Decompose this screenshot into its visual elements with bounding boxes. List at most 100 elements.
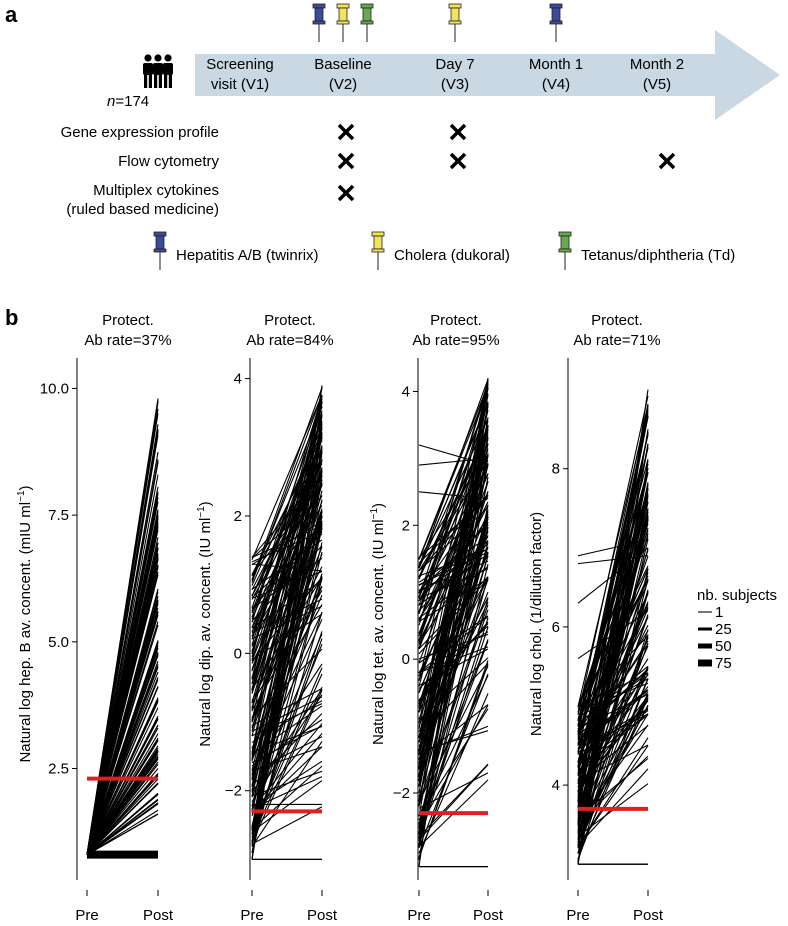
subject-line [418,551,489,707]
subject-line [251,475,323,672]
subject-line [418,551,489,586]
y-tick-label: 4 [402,383,410,400]
subject-line [251,631,323,836]
subject-line [418,553,489,709]
subject-line [86,596,159,855]
subject-line [251,387,323,580]
vaccine-legend-label: Tetanus/diphtheria (Td) [581,247,735,264]
subject-line [251,746,323,815]
subject-line [418,450,489,560]
cohort-n-prefix: n [107,93,115,110]
subjects-legend-label: 1 [715,604,723,621]
subject-line [418,473,489,650]
subject-line [251,780,323,833]
subject-line [418,457,489,466]
subject-line [577,616,649,752]
subject-line [86,747,159,855]
subject-line [418,404,489,566]
subject-line [418,454,489,755]
subject-line [577,579,649,707]
subject-line [418,660,489,859]
hepatitis-legend-pin-icon [153,231,167,270]
x-tick-label-pre: Pre [566,907,589,924]
subject-line [251,586,323,749]
timeline-labels: Screening visit (V1) Baseline (V2) Day 7 (V3)… [206,56,684,93]
subject-line [251,456,323,591]
chart-title-line2: Ab rate=71% [573,332,660,349]
subject-line [86,793,159,856]
y-axis-label: Natural log tet. av. concent. (IU ml−1) [369,503,387,745]
assay-x-mark-icon [449,123,467,141]
hepatitis-pin-icon [312,3,326,42]
y-tick-label: 0 [234,645,242,662]
timeline-visit-code: (V3) [441,76,469,93]
subject-line [577,755,649,824]
subject-line [577,592,649,847]
subject-line [86,697,159,855]
subject-line [577,614,649,811]
subject-line [86,651,159,855]
subject-line [251,514,323,788]
x-tick-label-pre: Pre [75,907,98,924]
y-tick-label: 2 [234,508,242,525]
y-axis-label-sup: −1 [16,490,27,502]
subject-line [418,492,489,620]
subject-line [577,672,649,707]
subject-line [86,514,159,855]
subject-line [577,603,649,771]
subject-line [577,678,649,860]
subject-line [251,741,323,847]
subject-line [418,491,489,500]
cholera-pin-icon [448,3,462,42]
subject-line [86,717,159,855]
subject-line [251,460,323,620]
vaccine-legend-label: Cholera (dukoral) [394,247,510,264]
subject-line [251,531,323,609]
subject-line [418,730,489,752]
subject-line [86,774,159,856]
cohort-n-value: =174 [115,93,149,110]
person-figure [143,54,153,88]
chart-title-line2: Ab rate=37% [84,332,171,349]
timeline-visit-code: (V4) [542,76,570,93]
subject-line [418,444,489,466]
subject-line [251,733,323,814]
subject-line [418,548,489,593]
y-tick-label: 8 [552,461,560,478]
subject-line [418,626,489,842]
subject-line [86,803,159,856]
panel-b-letter: b [5,305,18,330]
y-tick-label: 10.0 [40,380,69,397]
chart-title-line1: Protect. [430,312,482,329]
timeline-visit-name: Month 2 [630,56,684,73]
y-tick-label: 6 [552,619,560,636]
subject-line [418,577,489,726]
x-tick-label-pre: Pre [240,907,263,924]
subject-line [418,384,489,559]
y-tick-label: 4 [234,371,242,388]
y-axis-label-main: Natural log chol. (1/dilution factor) [528,512,545,736]
timeline-arrow [195,30,780,120]
panel-a-letter: a [5,2,18,27]
subject-line [418,615,489,664]
subject-line [418,704,489,828]
y-axis-label-end: ) [197,501,214,506]
tetanus-pin-icon [360,3,374,42]
subject-lines [251,385,323,860]
subject-line [418,693,489,854]
y-axis-label: Natural log hep. B av. concent. (mIU ml−… [16,485,34,762]
subject-line [86,768,159,856]
subject-line [577,508,649,825]
chart-hepatitis-b: Protect. Ab rate=37% 2.5 5.0 7.5 10.0 Natural … [16,312,174,924]
subject-line [251,479,323,710]
subject-line [577,744,649,782]
subject-line [418,530,489,787]
vaccine-legend: Hepatitis A/B (twinrix) Cholera (dukoral)… [153,231,735,270]
y-axis-label: Natural log chol. (1/dilution factor) [528,512,545,736]
y-tick-label: 7.5 [48,507,69,524]
subject-line [577,713,649,767]
chart-title-line1: Protect. [264,312,316,329]
subject-line [251,394,323,561]
people-icon [143,54,173,88]
timeline-visit-name: Month 1 [529,56,583,73]
